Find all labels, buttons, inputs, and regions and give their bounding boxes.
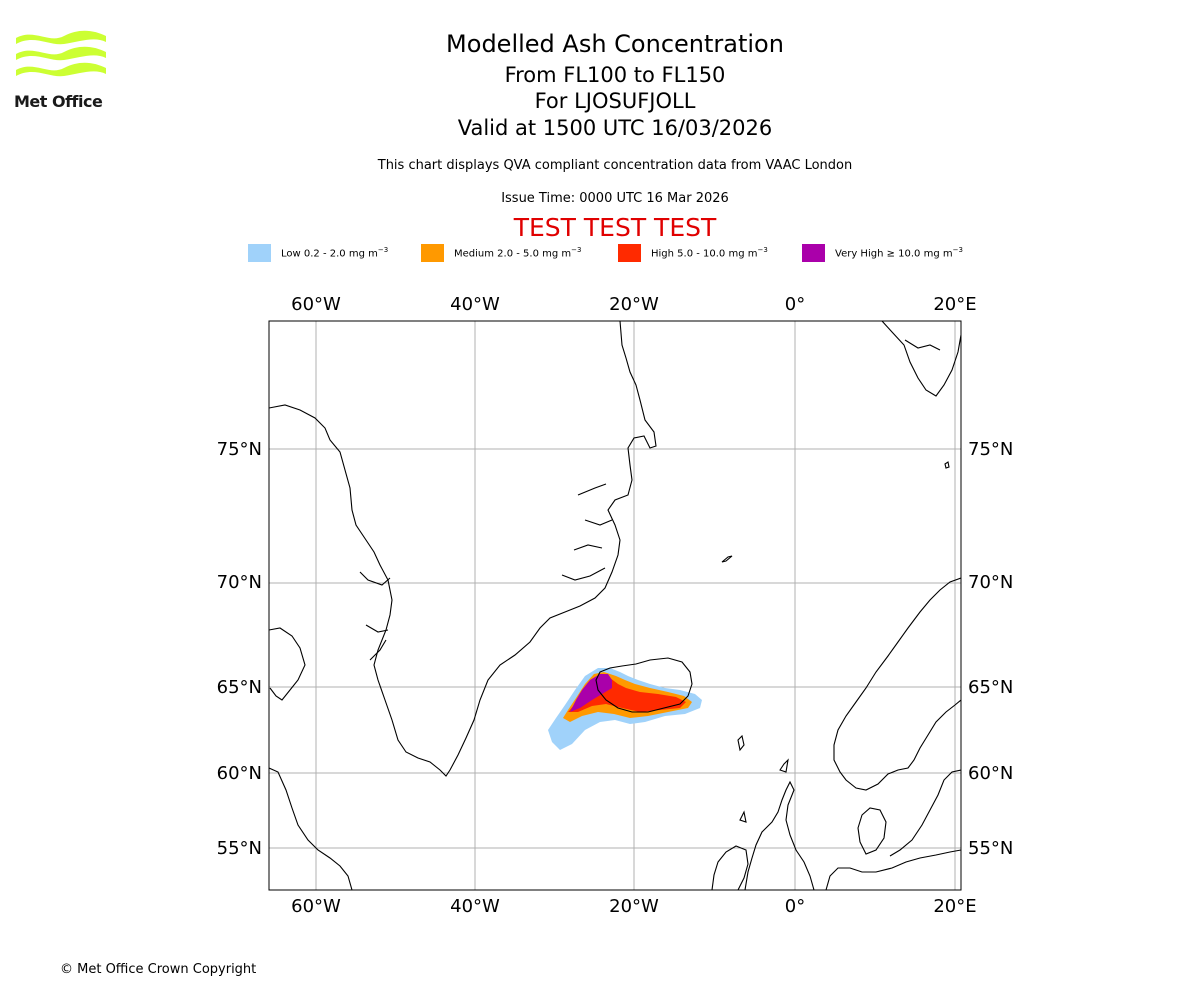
- legend-label-very-high: Very High ≥ 10.0 mg m−3: [835, 246, 963, 260]
- legend-swatch-very-high: [802, 244, 825, 262]
- svalbard-coast: [881, 321, 961, 397]
- lat-label-left: 55°N: [217, 838, 262, 859]
- lon-label-bottom: 0°: [785, 896, 805, 917]
- chart-title: Modelled Ash Concentration: [446, 30, 784, 58]
- legend-swatch-medium: [421, 244, 444, 262]
- test-banner: TEST TEST TEST: [513, 213, 717, 242]
- graticule: [269, 321, 961, 890]
- lon-label-bottom: 40°W: [450, 896, 500, 917]
- denmark-coast: [857, 807, 887, 855]
- legend-item-medium: Medium 2.0 - 5.0 mg m−3: [421, 244, 581, 262]
- lon-label-top: 40°W: [450, 294, 500, 315]
- coastlines: [269, 321, 961, 890]
- lon-labels-top: 60°W 40°W 20°W 0° 20°E: [291, 294, 976, 315]
- lon-label-top: 20°E: [933, 294, 976, 315]
- map-frame: [268, 320, 962, 891]
- shetland-coast: [779, 758, 789, 773]
- britain-coast: [744, 780, 815, 890]
- lon-label-top: 60°W: [291, 294, 341, 315]
- lat-label-left: 60°N: [217, 763, 262, 784]
- lon-label-bottom: 60°W: [291, 896, 341, 917]
- volcano-name: For LJOSUFJOLL: [534, 89, 696, 113]
- lat-labels-right: 75°N 70°N 65°N 60°N 55°N: [968, 439, 1013, 859]
- legend-label-low: Low 0.2 - 2.0 mg m−3: [281, 246, 389, 260]
- chart-description: This chart displays QVA compliant concen…: [377, 158, 853, 173]
- lat-label-right: 55°N: [968, 838, 1013, 859]
- ash-plume: [548, 668, 702, 750]
- lon-label-top: 0°: [785, 294, 805, 315]
- faroe-coast: [737, 734, 745, 752]
- issue-time: Issue Time: 0000 UTC 16 Mar 2026: [501, 191, 729, 206]
- ireland-coast: [711, 845, 749, 890]
- iceland-coast: [595, 657, 693, 713]
- flight-levels: From FL100 to FL150: [504, 63, 726, 87]
- lat-label-left: 75°N: [217, 439, 262, 460]
- baffin-coast: [269, 627, 306, 701]
- bear-island-coast: [944, 461, 950, 469]
- svalbard-inner: [904, 339, 941, 351]
- labrador-coast: [269, 767, 353, 890]
- hebrides-coast: [739, 810, 747, 823]
- legend-item-low: Low 0.2 - 2.0 mg m−3: [248, 244, 388, 262]
- legend-label-medium: Medium 2.0 - 5.0 mg m−3: [454, 246, 582, 260]
- legend-item-very-high: Very High ≥ 10.0 mg m−3: [802, 244, 963, 262]
- legend-item-high: High 5.0 - 10.0 mg m−3: [618, 244, 768, 262]
- continent-coast: [825, 849, 961, 890]
- legend-label-high: High 5.0 - 10.0 mg m−3: [651, 246, 768, 260]
- lon-label-bottom: 20°E: [933, 896, 976, 917]
- met-office-logo: Met Office: [14, 30, 109, 112]
- legend-swatch-low: [248, 244, 271, 262]
- greenland-fjord-2: [365, 624, 389, 633]
- copyright: © Met Office Crown Copyright: [60, 962, 257, 977]
- lat-label-right: 65°N: [968, 677, 1013, 698]
- lat-label-left: 65°N: [217, 677, 262, 698]
- norway-coast: [833, 577, 961, 791]
- greenland-fjord-1: [359, 571, 391, 586]
- logo-text: Met Office: [14, 92, 103, 111]
- met-office-wave-icon: [16, 30, 106, 77]
- lon-labels-bottom: 60°W 40°W 20°W 0° 20°E: [291, 896, 976, 917]
- lat-label-right: 60°N: [968, 763, 1013, 784]
- lon-label-top: 20°W: [609, 294, 659, 315]
- lat-label-right: 70°N: [968, 572, 1013, 593]
- jan-mayen-coast: [721, 555, 733, 563]
- greenland-fjord-5: [584, 519, 613, 526]
- greenland-fjord-4: [561, 567, 606, 581]
- sweden-coast: [889, 769, 961, 857]
- legend: Low 0.2 - 2.0 mg m−3 Medium 2.0 - 5.0 mg…: [0, 244, 1200, 264]
- greenland-coast: [269, 321, 657, 777]
- lon-label-bottom: 20°W: [609, 896, 659, 917]
- ash-very-high-area: [570, 674, 612, 712]
- valid-time: Valid at 1500 UTC 16/03/2026: [457, 116, 773, 140]
- lat-label-right: 75°N: [968, 439, 1013, 460]
- greenland-fjord-3: [369, 639, 387, 661]
- greenland-fjord-7: [573, 544, 603, 551]
- greenland-fjord-6: [577, 483, 607, 496]
- lat-labels-left: 75°N 70°N 65°N 60°N 55°N: [217, 439, 262, 859]
- legend-swatch-high: [618, 244, 641, 262]
- lat-label-left: 70°N: [217, 572, 262, 593]
